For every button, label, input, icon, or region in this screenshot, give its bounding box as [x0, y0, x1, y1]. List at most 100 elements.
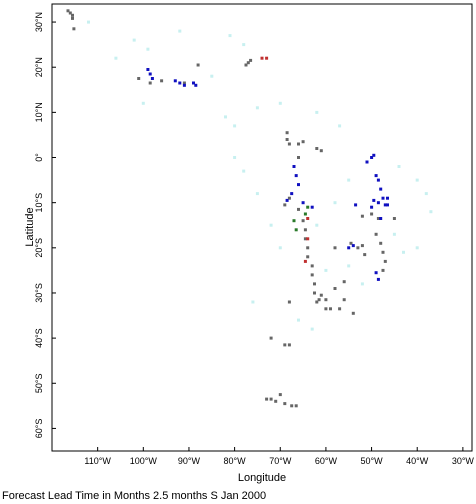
data-point: [376, 178, 380, 182]
data-point: [196, 63, 200, 67]
data-point: [178, 29, 182, 33]
data-point: [224, 115, 227, 119]
data-point: [228, 34, 232, 38]
data-point: [246, 61, 250, 65]
data-point: [182, 81, 186, 85]
data-point: [269, 223, 273, 227]
data-point: [285, 138, 289, 141]
data-point: [287, 196, 291, 200]
data-point: [376, 217, 380, 220]
data-point: [360, 244, 364, 248]
data-point: [415, 178, 419, 182]
data-point: [386, 196, 389, 200]
data-point: [148, 72, 152, 76]
data-point: [72, 27, 76, 31]
data-point: [374, 232, 378, 236]
data-point: [178, 81, 182, 85]
data-point: [392, 217, 396, 220]
data-point: [306, 255, 310, 259]
data-point: [297, 318, 300, 322]
data-point: [370, 212, 374, 216]
data-point: [310, 273, 314, 277]
data-point: [360, 214, 364, 218]
data-point: [310, 327, 314, 331]
data-point: [146, 68, 150, 71]
data-point: [283, 343, 287, 347]
data-point: [274, 399, 278, 403]
data-point: [260, 56, 264, 60]
data-point: [379, 187, 383, 191]
data-point: [66, 9, 70, 13]
data-point: [242, 43, 246, 47]
data-point: [132, 38, 136, 42]
data-point: [306, 217, 310, 220]
data-point: [313, 291, 316, 295]
data-point: [306, 246, 310, 250]
data-point: [148, 81, 152, 85]
data-point: [297, 183, 300, 187]
data-point: [71, 16, 74, 20]
data-point: [285, 131, 289, 135]
data-point: [386, 203, 389, 207]
data-point: [365, 160, 369, 164]
data-point: [374, 271, 378, 275]
data-point: [324, 307, 328, 311]
data-point: [381, 268, 385, 272]
data-point: [137, 77, 141, 80]
data-point: [251, 300, 255, 304]
y-tick-label: 10°S: [34, 193, 44, 213]
x-axis: 110°W 100°W 90°W 80°W 70°W 60°W 50°W 40°W 30°W: [84, 447, 474, 466]
data-point: [278, 393, 282, 397]
data-point: [324, 268, 328, 272]
data-point: [338, 124, 342, 128]
data-point: [292, 219, 296, 223]
data-point: [303, 259, 307, 263]
data-point: [424, 192, 428, 196]
data-point: [356, 246, 360, 250]
data-point: [379, 241, 383, 245]
data-point: [255, 192, 259, 196]
data-point: [383, 259, 387, 263]
data-point: [324, 298, 328, 302]
data-point: [315, 147, 319, 150]
data-point: [363, 253, 367, 257]
data-point: [374, 174, 378, 178]
data-point: [297, 156, 300, 159]
data-point: [347, 246, 351, 250]
data-point: [381, 250, 385, 254]
data-point: [233, 124, 237, 128]
data-point: [317, 298, 321, 302]
data-point: [392, 232, 396, 236]
data-point: [265, 397, 269, 401]
caption: Forecast Lead Time in Months 2.5 months …: [2, 490, 266, 502]
x-tick-label: 40°W: [406, 456, 429, 466]
data-point: [347, 264, 351, 268]
data-point: [283, 203, 287, 207]
x-tick-label: 100°W: [130, 456, 158, 466]
data-point: [71, 13, 74, 17]
data-point: [244, 63, 248, 67]
data-point: [242, 169, 246, 173]
data-point: [287, 343, 291, 347]
data-point: [338, 307, 342, 311]
y-tick-label: 20°S: [34, 238, 44, 258]
data-point: [68, 11, 72, 15]
data-point: [379, 217, 383, 220]
data-point: [146, 47, 150, 51]
x-tick-label: 50°W: [361, 456, 384, 466]
data-point: [173, 79, 177, 83]
data-point: [372, 198, 376, 202]
x-axis-title: Longitude: [238, 472, 286, 484]
y-tick-label: 60°S: [34, 419, 44, 439]
data-point: [297, 142, 300, 146]
data-point: [292, 165, 296, 168]
data-point: [278, 101, 282, 105]
data-point: [303, 237, 307, 241]
data-point: [349, 241, 353, 245]
data-point: [354, 203, 358, 207]
data-point: [306, 237, 310, 241]
data-point: [278, 246, 282, 250]
data-point: [329, 307, 332, 311]
data-point: [319, 149, 323, 153]
